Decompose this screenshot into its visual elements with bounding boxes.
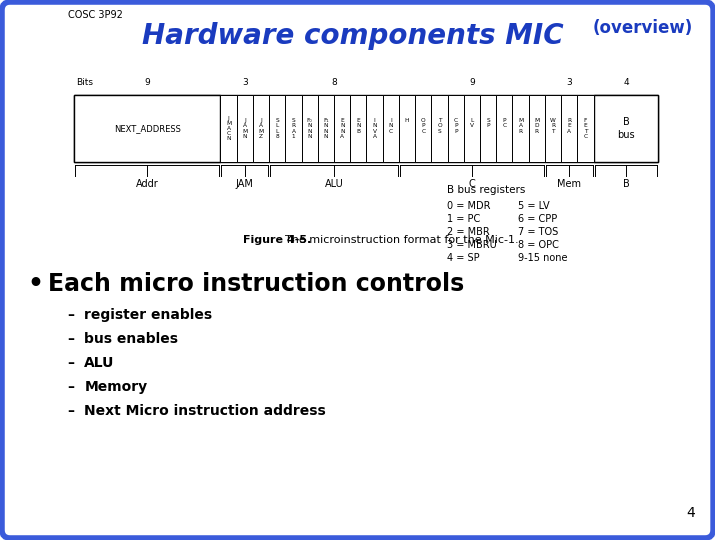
Text: S
P: S P (486, 118, 490, 139)
Text: ALU: ALU (325, 179, 343, 189)
Text: E
N
B: E N B (356, 118, 361, 139)
Bar (253, 95, 269, 162)
Bar (528, 95, 545, 162)
Text: –: – (68, 332, 75, 346)
Text: I
N
C: I N C (389, 118, 393, 139)
Text: –: – (68, 356, 75, 370)
Bar (302, 95, 318, 162)
Text: 4: 4 (686, 506, 696, 520)
Text: Memory: Memory (84, 380, 148, 394)
Text: ALU: ALU (84, 356, 114, 370)
Text: The microinstruction format for the Mic-1.: The microinstruction format for the Mic-… (278, 235, 518, 245)
Text: 1 = PC: 1 = PC (447, 214, 480, 224)
Bar (480, 95, 496, 162)
Bar (431, 95, 448, 162)
Text: Addr: Addr (136, 179, 159, 189)
Text: B
bus: B bus (617, 117, 635, 140)
Text: R
E
A: R E A (567, 118, 571, 139)
Text: 4: 4 (624, 78, 629, 87)
Text: JAM: JAM (236, 179, 253, 189)
Text: C
P
P: C P P (454, 118, 458, 139)
Bar (350, 95, 366, 162)
Text: COSC 3P92: COSC 3P92 (68, 10, 122, 20)
Text: F
E
T
C: F E T C (583, 118, 588, 139)
Bar (496, 95, 513, 162)
Bar (334, 95, 350, 162)
Text: S
L
L
8: S L L 8 (275, 118, 279, 139)
Text: C: C (469, 179, 475, 189)
Text: L
V: L V (470, 118, 474, 139)
Text: 8 = OPC: 8 = OPC (518, 240, 559, 250)
Text: 9: 9 (469, 78, 474, 87)
Bar (399, 95, 415, 162)
Text: 2 = MBR: 2 = MBR (447, 227, 490, 237)
Text: Figure 4-5.: Figure 4-5. (243, 235, 312, 245)
Text: J
A
M
Z: J A M Z (258, 118, 264, 139)
Text: 4 = SP: 4 = SP (447, 253, 480, 263)
Bar (513, 95, 528, 162)
Text: register enables: register enables (84, 308, 212, 322)
Text: M
A
R: M A R (518, 118, 523, 139)
Text: I
N
V
A: I N V A (372, 118, 377, 139)
Text: S
R
A
1: S R A 1 (292, 118, 295, 139)
Text: 3: 3 (242, 78, 248, 87)
Text: H: H (405, 118, 409, 139)
Text: •: • (28, 272, 44, 296)
Text: Bits: Bits (76, 78, 94, 87)
Text: 9-15 none: 9-15 none (518, 253, 568, 263)
Text: Hardware components MIC: Hardware components MIC (142, 22, 563, 50)
Text: J
A
M
N: J A M N (242, 118, 248, 139)
Bar (561, 95, 577, 162)
Bar (448, 95, 464, 162)
Bar (577, 95, 593, 162)
Text: P
C: P C (503, 118, 506, 139)
Text: B: B (623, 179, 629, 189)
Text: O
P
C: O P C (421, 118, 426, 139)
Bar (593, 95, 659, 162)
Text: Each micro instruction controls: Each micro instruction controls (48, 272, 464, 296)
Text: F₀
N
N
N: F₀ N N N (307, 118, 312, 139)
Bar (383, 95, 399, 162)
Text: F₁
N
N
N: F₁ N N N (323, 118, 329, 139)
Text: (overview): (overview) (593, 19, 693, 37)
Text: –: – (68, 404, 75, 418)
Bar (318, 95, 334, 162)
Bar (74, 95, 220, 162)
Text: 7 = TOS: 7 = TOS (518, 227, 559, 237)
Text: W
R
T: W R T (550, 118, 556, 139)
Bar (285, 95, 302, 162)
Text: T
O
S: T O S (437, 118, 442, 139)
Text: 9: 9 (145, 78, 150, 87)
Bar (237, 95, 253, 162)
Text: Mem: Mem (557, 179, 581, 189)
Text: bus enables: bus enables (84, 332, 179, 346)
Text: E
N
N
A: E N N A (340, 118, 344, 139)
Text: B bus registers: B bus registers (447, 185, 526, 195)
Text: 3 = MBRU: 3 = MBRU (447, 240, 497, 250)
Text: J
M
A
C
N: J M A C N (226, 116, 231, 141)
Bar (464, 95, 480, 162)
Text: –: – (68, 380, 75, 394)
Bar (220, 95, 237, 162)
Text: NEXT_ADDRESS: NEXT_ADDRESS (114, 124, 181, 133)
Text: 5 = LV: 5 = LV (518, 201, 550, 211)
Text: 8: 8 (331, 78, 337, 87)
Text: 0 = MDR: 0 = MDR (447, 201, 490, 211)
Bar (366, 95, 383, 162)
Text: –: – (68, 308, 75, 322)
Text: M
D
R: M D R (534, 118, 539, 139)
Text: 3: 3 (567, 78, 572, 87)
Text: 6 = CPP: 6 = CPP (518, 214, 558, 224)
Bar (415, 95, 431, 162)
Bar (74, 95, 659, 162)
Bar (545, 95, 561, 162)
Text: Next Micro instruction address: Next Micro instruction address (84, 404, 326, 418)
Bar (269, 95, 285, 162)
